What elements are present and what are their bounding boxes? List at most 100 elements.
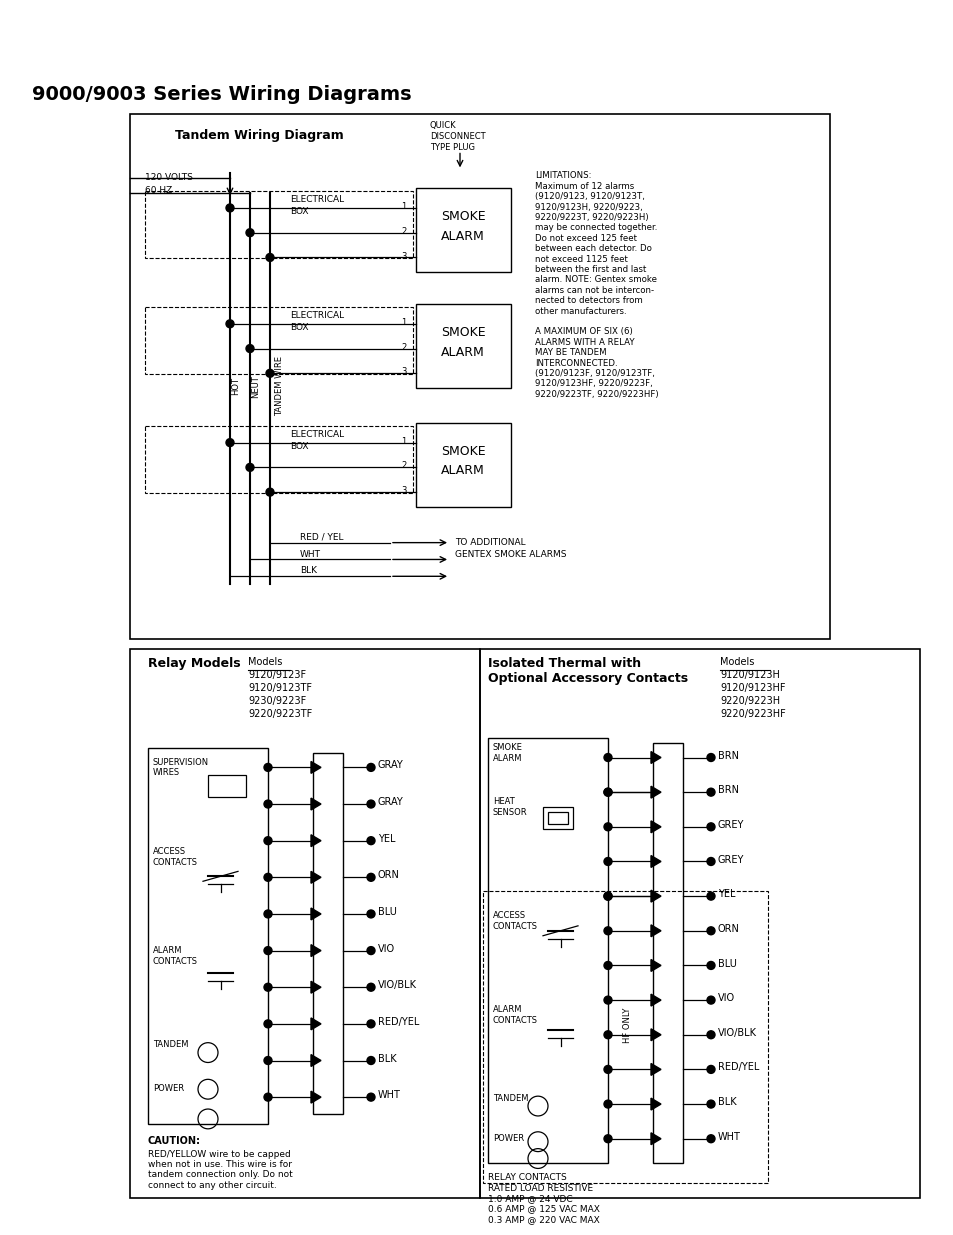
Bar [479, 648, 919, 1198]
Circle shape [603, 892, 612, 900]
Text: GREY: GREY [718, 855, 743, 864]
Circle shape [603, 1135, 612, 1142]
Text: CAUTION:: CAUTION: [148, 1136, 201, 1146]
Circle shape [706, 962, 714, 969]
Text: BLK: BLK [377, 1053, 396, 1063]
Circle shape [603, 926, 612, 935]
Text: Models: Models [720, 657, 754, 667]
Text: 3: 3 [401, 487, 406, 495]
Text: ALARM: ALARM [152, 946, 182, 955]
Polygon shape [311, 1055, 320, 1067]
Text: VIO: VIO [377, 944, 395, 953]
Text: 9120/9123HF: 9120/9123HF [720, 683, 784, 693]
Text: 60 HZ: 60 HZ [145, 186, 172, 195]
Polygon shape [311, 982, 320, 993]
Text: TANDEM WIRE: TANDEM WIRE [275, 356, 284, 416]
Polygon shape [311, 762, 320, 773]
Circle shape [226, 204, 233, 212]
Circle shape [264, 910, 272, 918]
Circle shape [603, 1031, 612, 1039]
Text: POWER: POWER [493, 1134, 523, 1142]
Text: ALARM: ALARM [493, 1005, 522, 1014]
Text: SENSOR: SENSOR [493, 808, 527, 818]
Text: WIRES: WIRES [152, 768, 180, 777]
Text: BLK: BLK [299, 567, 316, 576]
Text: HOT: HOT [232, 377, 240, 395]
Circle shape [266, 253, 274, 262]
Circle shape [264, 1057, 272, 1065]
Polygon shape [311, 835, 320, 847]
Text: WHT: WHT [377, 1091, 400, 1100]
Circle shape [264, 1020, 272, 1028]
Circle shape [603, 997, 612, 1004]
Circle shape [603, 788, 612, 797]
Text: HEAT: HEAT [493, 797, 515, 806]
Text: 120 VOLTS: 120 VOLTS [145, 173, 193, 183]
Bar [130, 648, 479, 1198]
Text: BRN: BRN [718, 785, 739, 795]
Circle shape [603, 857, 612, 866]
Circle shape [706, 788, 714, 797]
Polygon shape [311, 1092, 320, 1103]
Circle shape [706, 892, 714, 900]
Text: RELAY CONTACTS
RATED LOAD RESISTIVE
1.0 AMP @ 24 VDC
0.6 AMP @ 125 VAC MAX
0.3 A: RELAY CONTACTS RATED LOAD RESISTIVE 1.0 … [488, 1173, 599, 1224]
Text: 2: 2 [401, 342, 406, 352]
Circle shape [226, 320, 233, 327]
Circle shape [706, 857, 714, 866]
Text: BOX: BOX [290, 207, 308, 216]
Circle shape [706, 1135, 714, 1142]
Circle shape [264, 800, 272, 808]
Text: BLU: BLU [377, 906, 396, 918]
Polygon shape [650, 1132, 660, 1145]
Circle shape [706, 997, 714, 1004]
Text: ALARM: ALARM [493, 753, 522, 762]
Polygon shape [650, 1029, 660, 1041]
Text: HF ONLY: HF ONLY [623, 1008, 632, 1042]
Polygon shape [650, 925, 660, 936]
Circle shape [706, 823, 714, 831]
Bar [488, 737, 607, 1163]
Text: BOX: BOX [290, 322, 308, 332]
Text: Tandem Wiring Diagram: Tandem Wiring Diagram [174, 128, 343, 142]
Text: QUICK: QUICK [430, 121, 456, 130]
Text: WHT: WHT [299, 550, 320, 558]
Text: Optional Accessory Contacts: Optional Accessory Contacts [488, 672, 687, 685]
Text: CONTACTS: CONTACTS [152, 857, 198, 867]
Text: ACCESS: ACCESS [493, 911, 525, 920]
Circle shape [367, 1093, 375, 1102]
Circle shape [367, 947, 375, 955]
Polygon shape [650, 960, 660, 972]
Circle shape [367, 800, 375, 808]
Circle shape [246, 345, 253, 352]
Bar [542, 806, 573, 829]
Text: RED/YEL: RED/YEL [377, 1016, 419, 1028]
Text: VIO: VIO [718, 993, 735, 1003]
Circle shape [367, 873, 375, 882]
Bar [148, 747, 268, 1124]
Text: 9230/9223F: 9230/9223F [248, 697, 306, 706]
Circle shape [266, 488, 274, 496]
Circle shape [246, 228, 253, 237]
Text: BOX: BOX [290, 442, 308, 451]
Text: SMOKE: SMOKE [440, 326, 485, 338]
Circle shape [603, 1100, 612, 1108]
Bar [547, 811, 567, 824]
Polygon shape [650, 752, 660, 763]
Circle shape [603, 892, 612, 900]
Circle shape [367, 1020, 375, 1028]
Text: 9220/9223HF: 9220/9223HF [720, 709, 785, 719]
Text: 1: 1 [401, 317, 406, 327]
Circle shape [367, 763, 375, 772]
Bar [416, 304, 511, 388]
Text: 2: 2 [401, 227, 406, 236]
Polygon shape [650, 856, 660, 867]
Bar [652, 742, 682, 1163]
Text: ALARM: ALARM [440, 230, 484, 243]
Text: RED/YEL: RED/YEL [718, 1062, 759, 1072]
Text: ORN: ORN [718, 924, 740, 934]
Circle shape [266, 369, 274, 377]
Text: ALARM: ALARM [440, 346, 484, 358]
Text: BLU: BLU [718, 958, 736, 968]
Circle shape [706, 926, 714, 935]
Circle shape [367, 983, 375, 992]
